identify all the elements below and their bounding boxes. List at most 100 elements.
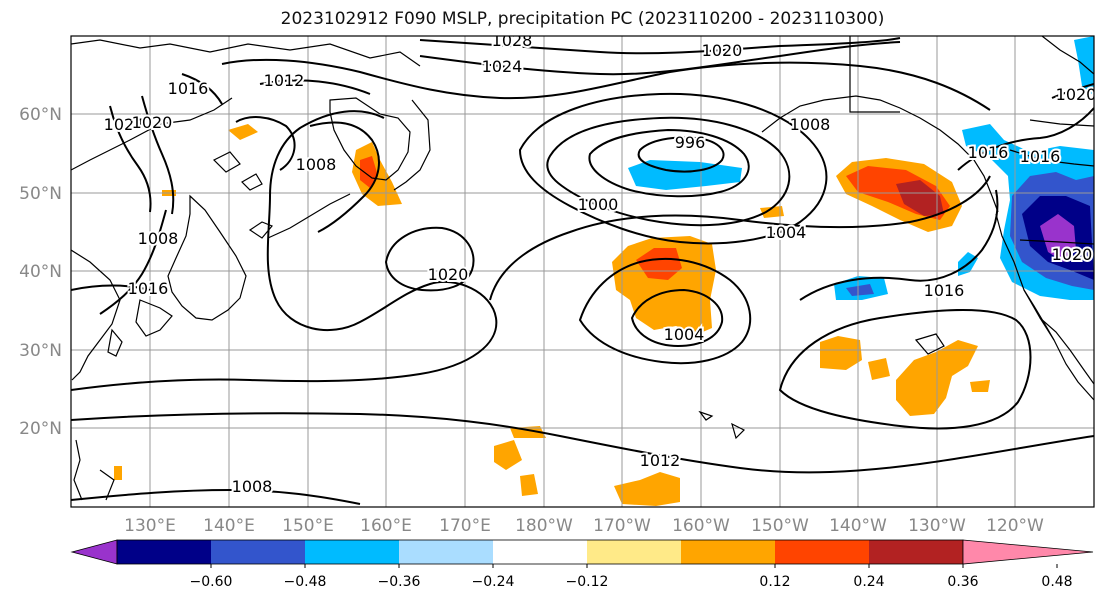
isobar-line (309, 121, 380, 233)
lon-label: 160°E (360, 516, 412, 536)
precip-positive-area (114, 466, 122, 480)
isobar-line (588, 128, 750, 198)
map-title: 2023102912 F090 MSLP, precipitation PC (… (280, 9, 885, 29)
colorbar-tick-label: 0.12 (759, 574, 790, 590)
colorbar-swatch (399, 540, 494, 564)
isobar-line (99, 209, 167, 315)
isobar-label: 1016 (128, 279, 169, 298)
isobar-line (578, 257, 751, 365)
precip-positive-area (868, 358, 890, 380)
colorbar-swatch (117, 540, 212, 564)
isobar-label: 1008 (790, 115, 831, 134)
isobar-label: 1020 (702, 41, 743, 60)
isobar-line (419, 37, 901, 55)
colorbar-swatch (869, 540, 964, 564)
isobar-line (235, 116, 296, 171)
isobar-labels: 1028 1024 1020 1016 1012 1008 1024 1020 … (102, 31, 1097, 498)
precip-positive-area (228, 124, 258, 140)
isobar-line (778, 309, 1032, 430)
colorbar-extend-max (962, 539, 1094, 565)
lon-label: 150°E (282, 516, 334, 536)
lon-label: 120°W (986, 516, 1044, 536)
colorbar-swatch (305, 540, 400, 564)
lat-label: 20°N (19, 419, 62, 439)
isobar-line (181, 73, 371, 105)
precip-negative-area (1040, 214, 1076, 262)
colorbar-swatch (587, 540, 682, 564)
lon-label: 170°W (593, 516, 651, 536)
isobar-line (71, 488, 361, 505)
colorbar-tick-label: −0.48 (284, 574, 327, 590)
lat-label: 40°N (19, 262, 62, 282)
colorbar-extend-min (70, 539, 118, 565)
isobar-label: 1020 (132, 113, 173, 132)
isobar-label: 1028 (492, 31, 533, 50)
isobar-line (637, 136, 725, 173)
colorbar-tick-label: −0.24 (472, 574, 515, 590)
isobar-label: 1016 (968, 143, 1009, 162)
isobar-label: 1012 (264, 71, 305, 90)
isobar-label: 996 (675, 133, 706, 152)
precip-positive-area (494, 440, 522, 470)
isobar-label: 1024 (482, 57, 523, 76)
isobar-label: 1008 (138, 229, 179, 248)
isobar-label: 1020 (428, 265, 469, 284)
isobar-label: 1020 (1052, 245, 1093, 264)
colorbar-swatch (211, 540, 306, 564)
isobar-line (141, 95, 175, 215)
colorbar-tick-label: −0.36 (378, 574, 421, 590)
lat-label: 50°N (19, 184, 62, 204)
isobar-label: 1004 (664, 325, 705, 344)
colorbar-tick-label: 0.24 (853, 574, 884, 590)
isobar-label: 1020 (1056, 85, 1097, 104)
isobar-line (71, 412, 1094, 474)
lon-label: 130°W (908, 516, 966, 536)
isobar-line (109, 105, 152, 213)
isobar-label: 1008 (232, 477, 273, 496)
precip-positive-area (820, 336, 862, 370)
precip-positive-area (970, 380, 990, 392)
isobar-label: 1016 (924, 281, 965, 300)
colorbar-swatch (681, 540, 776, 564)
colorbar-tick-label: 0.36 (947, 574, 978, 590)
isobar-label: 1016 (1020, 147, 1061, 166)
isobar-line (630, 288, 724, 348)
precip-positive-area (896, 180, 944, 216)
precip-negative-area (846, 284, 874, 296)
lat-labels: 60°N 50°N 40°N 30°N 20°N (19, 105, 62, 439)
precip-positive-area (636, 248, 682, 280)
lon-label: 130°E (124, 516, 176, 536)
graticule (71, 36, 1094, 507)
isobar-line (221, 58, 991, 111)
lon-label: 140°E (203, 516, 255, 536)
precip-positive-area (760, 206, 784, 218)
lon-label: 180°W (515, 516, 573, 536)
isobar-line (1051, 83, 1094, 99)
colorbar-tick-label: −0.12 (566, 574, 609, 590)
isobar-line (546, 116, 791, 227)
isobar-line (489, 175, 991, 301)
isobar-label: 1008 (296, 155, 337, 174)
lon-label: 140°W (829, 516, 887, 536)
coastlines (71, 36, 1094, 501)
colorbar-swatch (775, 540, 870, 564)
lat-label: 60°N (19, 105, 62, 125)
colorbar-tick-label: 0.48 (1041, 574, 1072, 590)
isobar-label: 1000 (578, 195, 619, 214)
precip-positive-area (520, 474, 538, 496)
precip-positive-area (614, 472, 680, 506)
isobar-label: 1012 (640, 451, 681, 470)
lon-label: 160°W (672, 516, 730, 536)
lon-labels: 130°E 140°E 150°E 160°E 170°E 180°W 170°… (124, 516, 1044, 536)
isobar-line (957, 107, 1094, 171)
colorbar-swatch (493, 540, 588, 564)
colorbar: −0.60 −0.48 −0.36 −0.24 −0.12 0.12 0.24 0.36 0.4… (70, 539, 1094, 590)
isobar-label: 1024 (104, 115, 145, 134)
isobar-label: 1016 (168, 79, 209, 98)
isobar-label: 1004 (766, 223, 807, 242)
lon-label: 150°W (751, 516, 809, 536)
lat-label: 30°N (19, 341, 62, 361)
isobar-line (71, 284, 151, 291)
colorbar-tick-label: −0.60 (190, 574, 233, 590)
